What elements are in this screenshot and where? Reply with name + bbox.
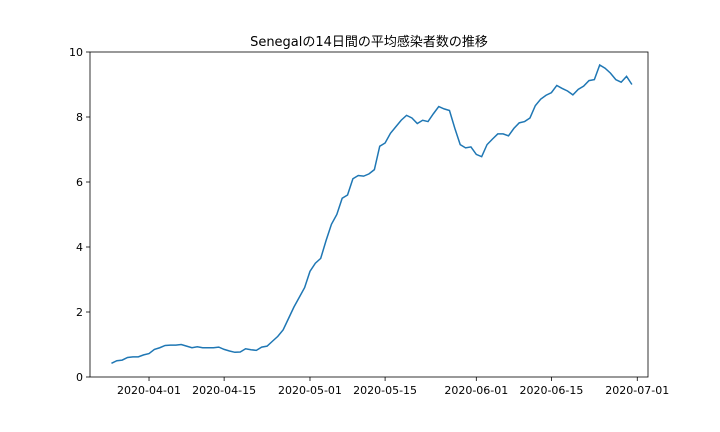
x-tick-label: 2020-06-15 bbox=[519, 384, 583, 397]
x-tick-label: 2020-07-01 bbox=[605, 384, 669, 397]
plot-frame bbox=[89, 51, 649, 378]
x-tick-label: 2020-04-15 bbox=[192, 384, 256, 397]
x-tick-label: 2020-06-01 bbox=[444, 384, 508, 397]
x-tick-label: 2020-04-01 bbox=[117, 384, 181, 397]
chart-title: Senegalの14日間の平均感染者数の推移 bbox=[250, 34, 488, 50]
x-tick-label: 2020-05-01 bbox=[278, 384, 342, 397]
y-tick-label: 0 bbox=[76, 371, 83, 384]
y-tick-label: 6 bbox=[76, 176, 83, 189]
y-tick-label: 2 bbox=[76, 306, 83, 319]
y-tick-label: 4 bbox=[76, 241, 83, 254]
y-tick-label: 10 bbox=[69, 46, 83, 59]
axis-ticks: 0 2 4 6 8 10 2020-04-01 2020-04-15 2020-05-01 202… bbox=[69, 46, 669, 397]
series-line bbox=[111, 63, 633, 365]
y-tick-label: 8 bbox=[76, 111, 83, 124]
x-tick-label: 2020-05-15 bbox=[353, 384, 417, 397]
